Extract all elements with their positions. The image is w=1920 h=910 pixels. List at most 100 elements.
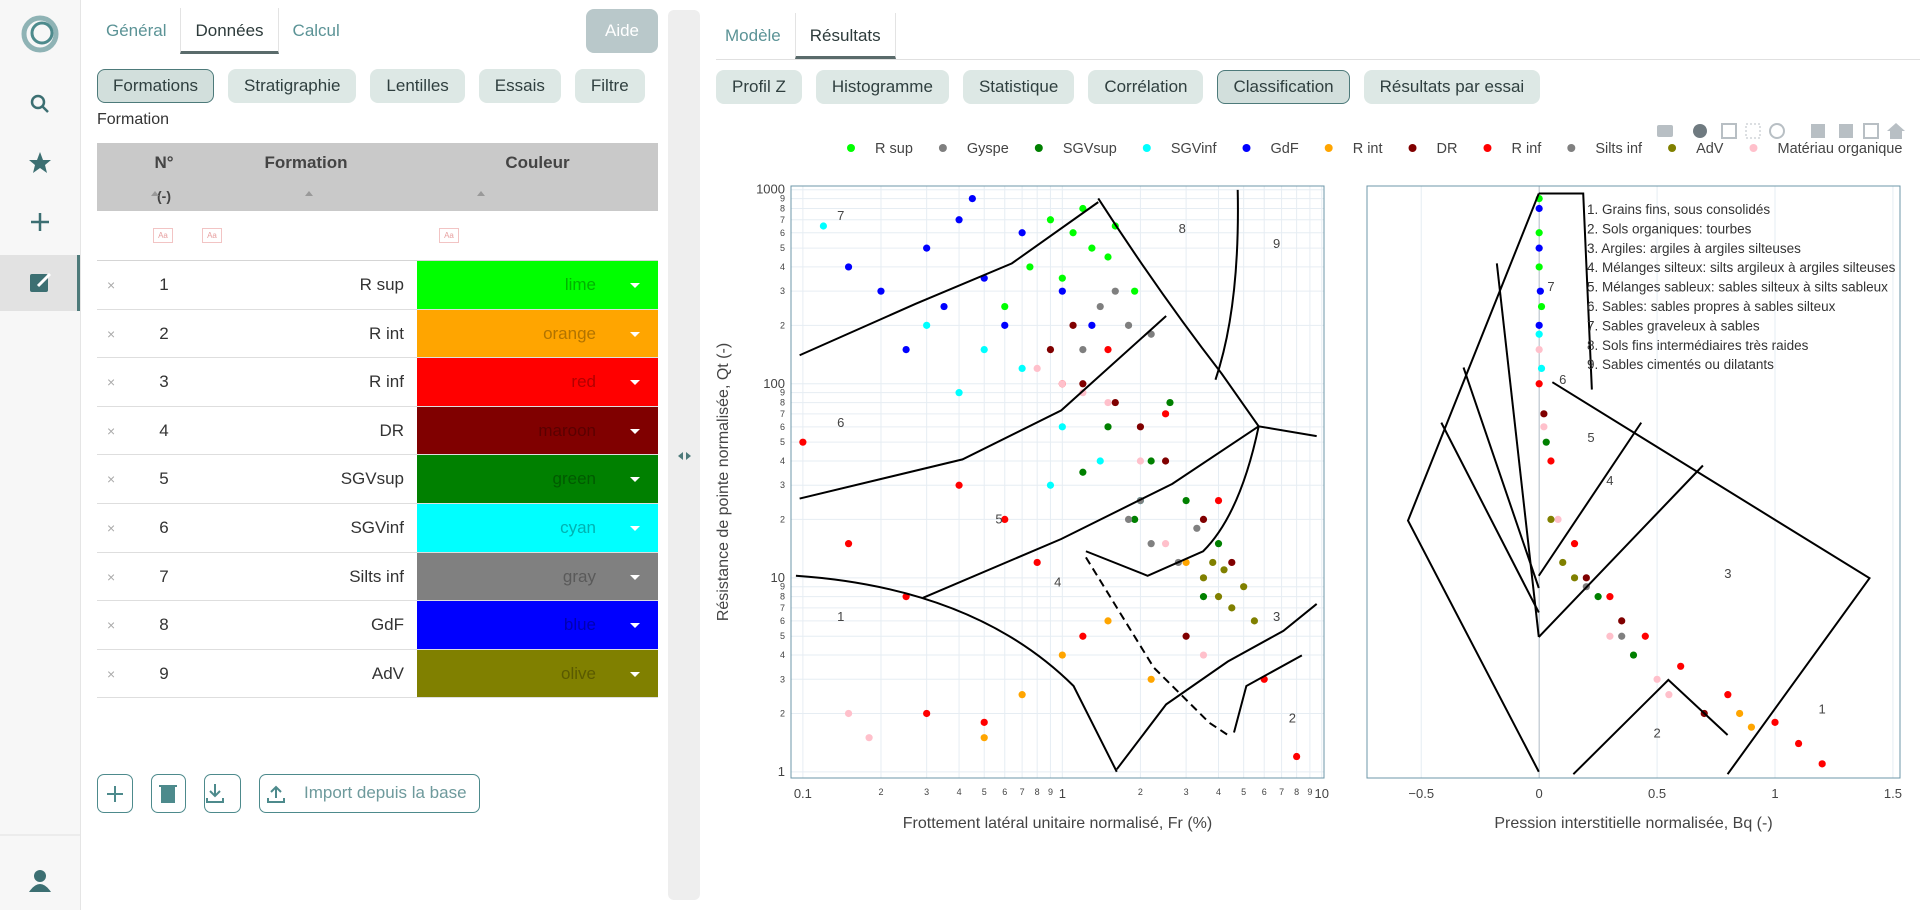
filter-input[interactable]: Aa — [439, 228, 459, 243]
sort-icon[interactable] — [305, 191, 313, 196]
subtab[interactable]: Classification — [1217, 70, 1350, 104]
delete-row[interactable]: × — [107, 471, 116, 488]
filter-input[interactable]: Aa — [202, 228, 222, 243]
color-cell[interactable]: olive — [417, 649, 658, 698]
legend-label[interactable]: DR — [1437, 141, 1458, 157]
color-cell[interactable]: maroon — [417, 406, 658, 455]
dropdown-caret[interactable] — [630, 283, 640, 288]
color-cell[interactable]: orange — [417, 309, 658, 358]
tab[interactable]: Général — [106, 21, 167, 40]
legend-marker[interactable] — [1408, 144, 1417, 152]
legend-label[interactable]: AdV — [1696, 141, 1724, 157]
dropdown-caret[interactable] — [630, 623, 640, 629]
sort-icon[interactable] — [151, 191, 159, 196]
legend-label[interactable]: SGVinf — [1171, 141, 1218, 157]
legend-label[interactable]: Matériau organique — [1777, 141, 1902, 157]
legend-marker[interactable] — [1567, 144, 1576, 152]
splitter[interactable] — [668, 10, 700, 900]
legend-marker[interactable] — [1242, 144, 1251, 152]
subtab[interactable]: Résultats par essai — [1363, 70, 1541, 104]
color-cell[interactable]: cyan — [417, 504, 658, 552]
subtab[interactable]: Essais — [478, 69, 561, 103]
collapse-right[interactable] — [686, 452, 691, 460]
delete-row[interactable]: × — [107, 374, 116, 391]
color-cell[interactable]: gray — [417, 552, 658, 601]
data-point — [1046, 345, 1055, 354]
modebar[interactable] — [1657, 123, 1905, 139]
legend-label[interactable]: R sup — [875, 141, 913, 157]
tab[interactable]: Résultats — [794, 13, 896, 59]
delete-row[interactable]: × — [107, 568, 116, 585]
delete-row[interactable]: × — [107, 277, 116, 293]
legend-marker[interactable] — [847, 144, 855, 152]
legend-marker[interactable] — [938, 144, 947, 152]
sort-icon[interactable] — [477, 191, 485, 196]
delete-row[interactable]: × — [107, 422, 116, 439]
legend-marker[interactable] — [1034, 144, 1043, 152]
modebar-reset[interactable] — [1887, 123, 1905, 139]
legend-marker[interactable] — [1749, 144, 1758, 152]
modebar-select[interactable] — [1745, 123, 1761, 139]
download-button[interactable] — [204, 774, 241, 813]
delete-row[interactable]: × — [107, 325, 116, 342]
help-button[interactable]: Aide — [586, 9, 658, 53]
tab[interactable]: Modèle — [725, 26, 781, 45]
legend-label[interactable]: R inf — [1511, 141, 1542, 157]
subtab[interactable]: Corrélation — [1088, 70, 1204, 104]
legend-marker[interactable] — [1142, 144, 1151, 152]
tab[interactable]: Données — [180, 8, 279, 54]
subtab[interactable]: Formations — [97, 69, 215, 103]
data-point — [1629, 651, 1638, 659]
modebar-lasso[interactable] — [1769, 123, 1785, 139]
delete-button[interactable] — [151, 774, 186, 813]
filter-input[interactable]: Aa — [153, 228, 173, 243]
data-point — [1214, 593, 1223, 601]
delete-row[interactable]: × — [107, 520, 116, 536]
splitter-arrows[interactable] — [668, 446, 700, 466]
tab[interactable]: Calcul — [292, 21, 340, 40]
dropdown-caret[interactable] — [630, 574, 640, 580]
search-icon[interactable] — [30, 94, 49, 113]
legend-marker[interactable] — [1668, 144, 1677, 152]
add-row-button[interactable] — [97, 774, 133, 813]
dropdown-caret[interactable] — [630, 671, 640, 677]
color-cell[interactable]: blue — [417, 601, 658, 649]
modebar-zoom-out[interactable] — [1839, 124, 1853, 138]
color-cell[interactable]: lime — [417, 261, 658, 309]
legend-marker[interactable] — [1324, 144, 1333, 152]
subtab[interactable]: Profil Z — [716, 70, 802, 104]
delete-row[interactable]: × — [107, 665, 116, 682]
legend-label[interactable]: Gyspe — [967, 141, 1009, 157]
subtab[interactable]: Filtre — [574, 69, 645, 103]
legend-label[interactable]: R int — [1353, 141, 1383, 157]
dropdown-caret[interactable] — [630, 380, 640, 386]
legend-marker[interactable] — [1483, 144, 1492, 152]
subtab[interactable]: Stratigraphie — [228, 69, 357, 103]
subtab[interactable]: Statistique — [962, 70, 1075, 104]
modebar-autoscale[interactable] — [1863, 123, 1879, 139]
legend-label[interactable]: SGVsup — [1063, 141, 1117, 157]
data-point — [799, 438, 807, 446]
color-cell[interactable]: green — [417, 455, 658, 503]
dropdown-caret[interactable] — [630, 477, 640, 483]
add-icon[interactable] — [31, 213, 49, 231]
legend-label[interactable]: GdF — [1271, 141, 1299, 157]
legend-label[interactable]: Silts inf — [1595, 141, 1643, 157]
data-point — [1250, 617, 1259, 625]
subtab[interactable]: Histogramme — [815, 70, 949, 104]
modebar-zoom-in[interactable] — [1811, 124, 1825, 138]
color-cell[interactable]: red — [417, 358, 658, 406]
modebar-camera[interactable] — [1657, 125, 1673, 137]
collapse-left[interactable] — [678, 452, 683, 460]
dropdown-caret[interactable] — [630, 526, 640, 531]
modebar-pan[interactable] — [1721, 123, 1737, 139]
subtab[interactable]: Lentilles — [370, 69, 465, 103]
modebar-zoom[interactable] — [1693, 124, 1707, 138]
import-button[interactable]: Import depuis la base — [259, 774, 480, 813]
dropdown-caret[interactable] — [630, 428, 640, 434]
favorites-icon[interactable] — [29, 152, 51, 173]
user-icon[interactable] — [29, 870, 51, 892]
dropdown-caret[interactable] — [630, 331, 640, 337]
edit-icon[interactable] — [30, 272, 52, 292]
delete-row[interactable]: × — [107, 617, 116, 634]
